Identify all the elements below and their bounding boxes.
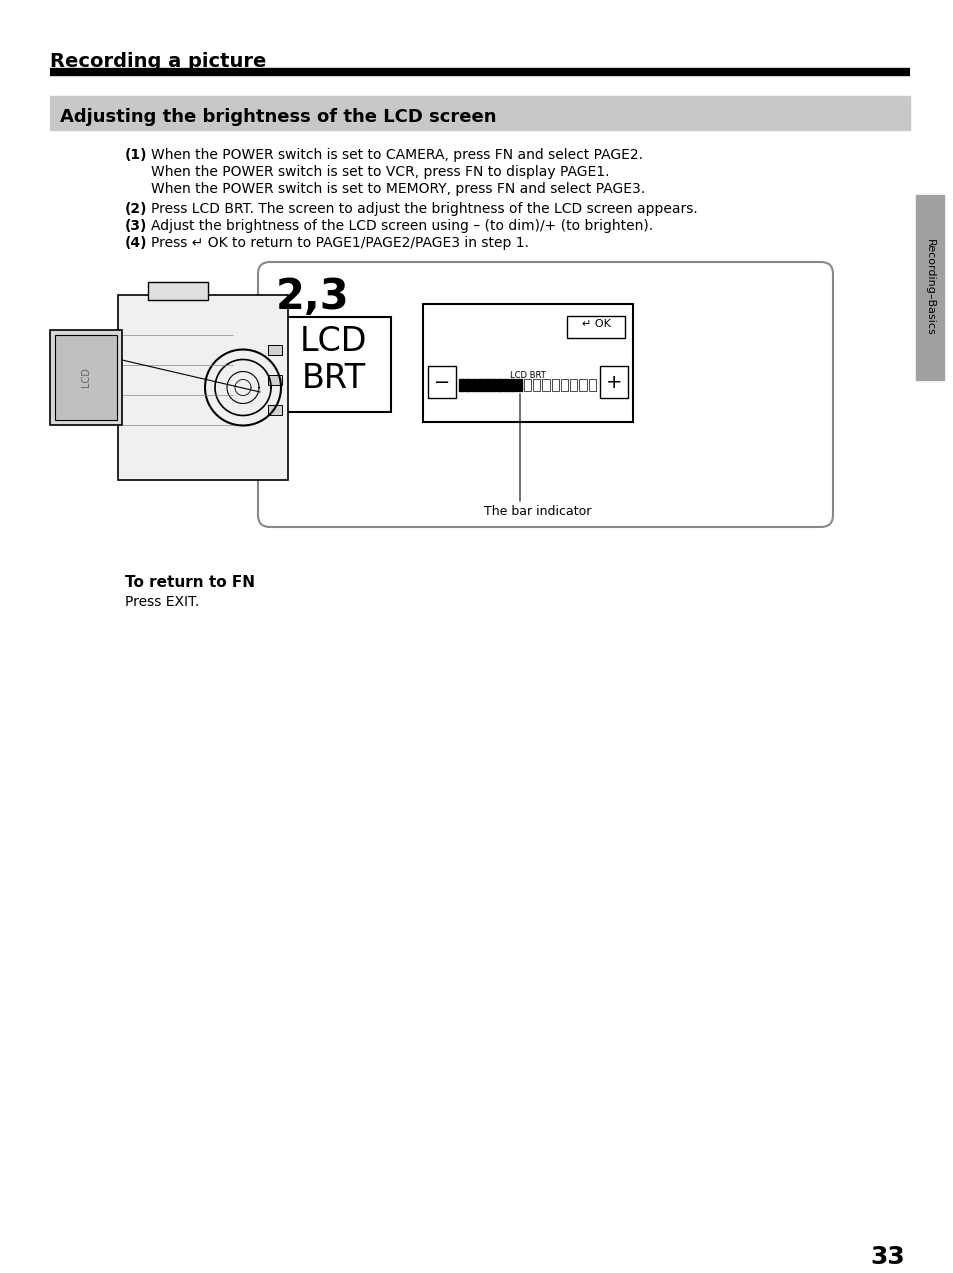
Bar xyxy=(422,304,633,423)
Bar xyxy=(268,405,282,415)
Bar xyxy=(560,379,568,391)
Bar xyxy=(533,379,540,391)
Text: To return to FN: To return to FN xyxy=(125,575,254,589)
Bar xyxy=(497,379,502,391)
Text: When the POWER switch is set to MEMORY, press FN and select PAGE3.: When the POWER switch is set to MEMORY, … xyxy=(151,182,644,196)
Text: Recording–Basics: Recording–Basics xyxy=(924,239,934,336)
Text: Press LCD BRT. The screen to adjust the brightness of the LCD screen appears.: Press LCD BRT. The screen to adjust the … xyxy=(151,202,697,216)
Text: (3): (3) xyxy=(125,219,147,233)
Bar xyxy=(517,379,521,391)
Bar xyxy=(458,379,464,391)
Text: LCD: LCD xyxy=(81,368,91,387)
Bar xyxy=(472,379,476,391)
Bar xyxy=(148,283,208,300)
Bar xyxy=(477,379,483,391)
Bar xyxy=(915,195,943,381)
Bar xyxy=(428,367,456,398)
Bar xyxy=(118,295,288,480)
Bar xyxy=(503,379,509,391)
FancyBboxPatch shape xyxy=(257,262,832,527)
Bar xyxy=(588,379,596,391)
Bar xyxy=(542,379,549,391)
Bar xyxy=(55,335,117,420)
Bar xyxy=(599,367,627,398)
Bar xyxy=(465,379,471,391)
Text: LCD BRT: LCD BRT xyxy=(510,370,545,381)
Text: Recording a picture: Recording a picture xyxy=(50,52,266,71)
Text: (2): (2) xyxy=(125,202,148,216)
Text: (1): (1) xyxy=(125,148,148,162)
Bar xyxy=(523,379,531,391)
Text: ↵ OK: ↵ OK xyxy=(581,320,610,328)
Bar xyxy=(578,379,586,391)
Text: −: − xyxy=(434,373,450,392)
Text: (4): (4) xyxy=(125,236,148,250)
Bar xyxy=(50,95,909,130)
Text: The bar indicator: The bar indicator xyxy=(484,505,591,518)
Text: LCD
BRT: LCD BRT xyxy=(299,325,367,395)
Text: Adjusting the brightness of the LCD screen: Adjusting the brightness of the LCD scre… xyxy=(60,108,496,126)
Bar xyxy=(268,376,282,384)
Bar xyxy=(570,379,577,391)
Bar xyxy=(484,379,490,391)
Bar xyxy=(268,345,282,355)
Bar xyxy=(510,379,515,391)
Text: +: + xyxy=(605,373,621,392)
Bar xyxy=(566,316,624,339)
Bar xyxy=(491,379,496,391)
Bar xyxy=(50,330,122,425)
Text: Adjust the brightness of the LCD screen using – (to dim)/+ (to brighten).: Adjust the brightness of the LCD screen … xyxy=(151,219,653,233)
Text: Press ↵ OK to return to PAGE1/PAGE2/PAGE3 in step 1.: Press ↵ OK to return to PAGE1/PAGE2/PAGE… xyxy=(151,236,529,250)
Text: When the POWER switch is set to VCR, press FN to display PAGE1.: When the POWER switch is set to VCR, pre… xyxy=(151,165,609,179)
Bar xyxy=(551,379,558,391)
Bar xyxy=(275,317,391,412)
Text: 33: 33 xyxy=(869,1245,904,1269)
Text: Press EXIT.: Press EXIT. xyxy=(125,594,199,608)
Text: When the POWER switch is set to CAMERA, press FN and select PAGE2.: When the POWER switch is set to CAMERA, … xyxy=(151,148,642,162)
Text: 2,3: 2,3 xyxy=(275,276,350,318)
